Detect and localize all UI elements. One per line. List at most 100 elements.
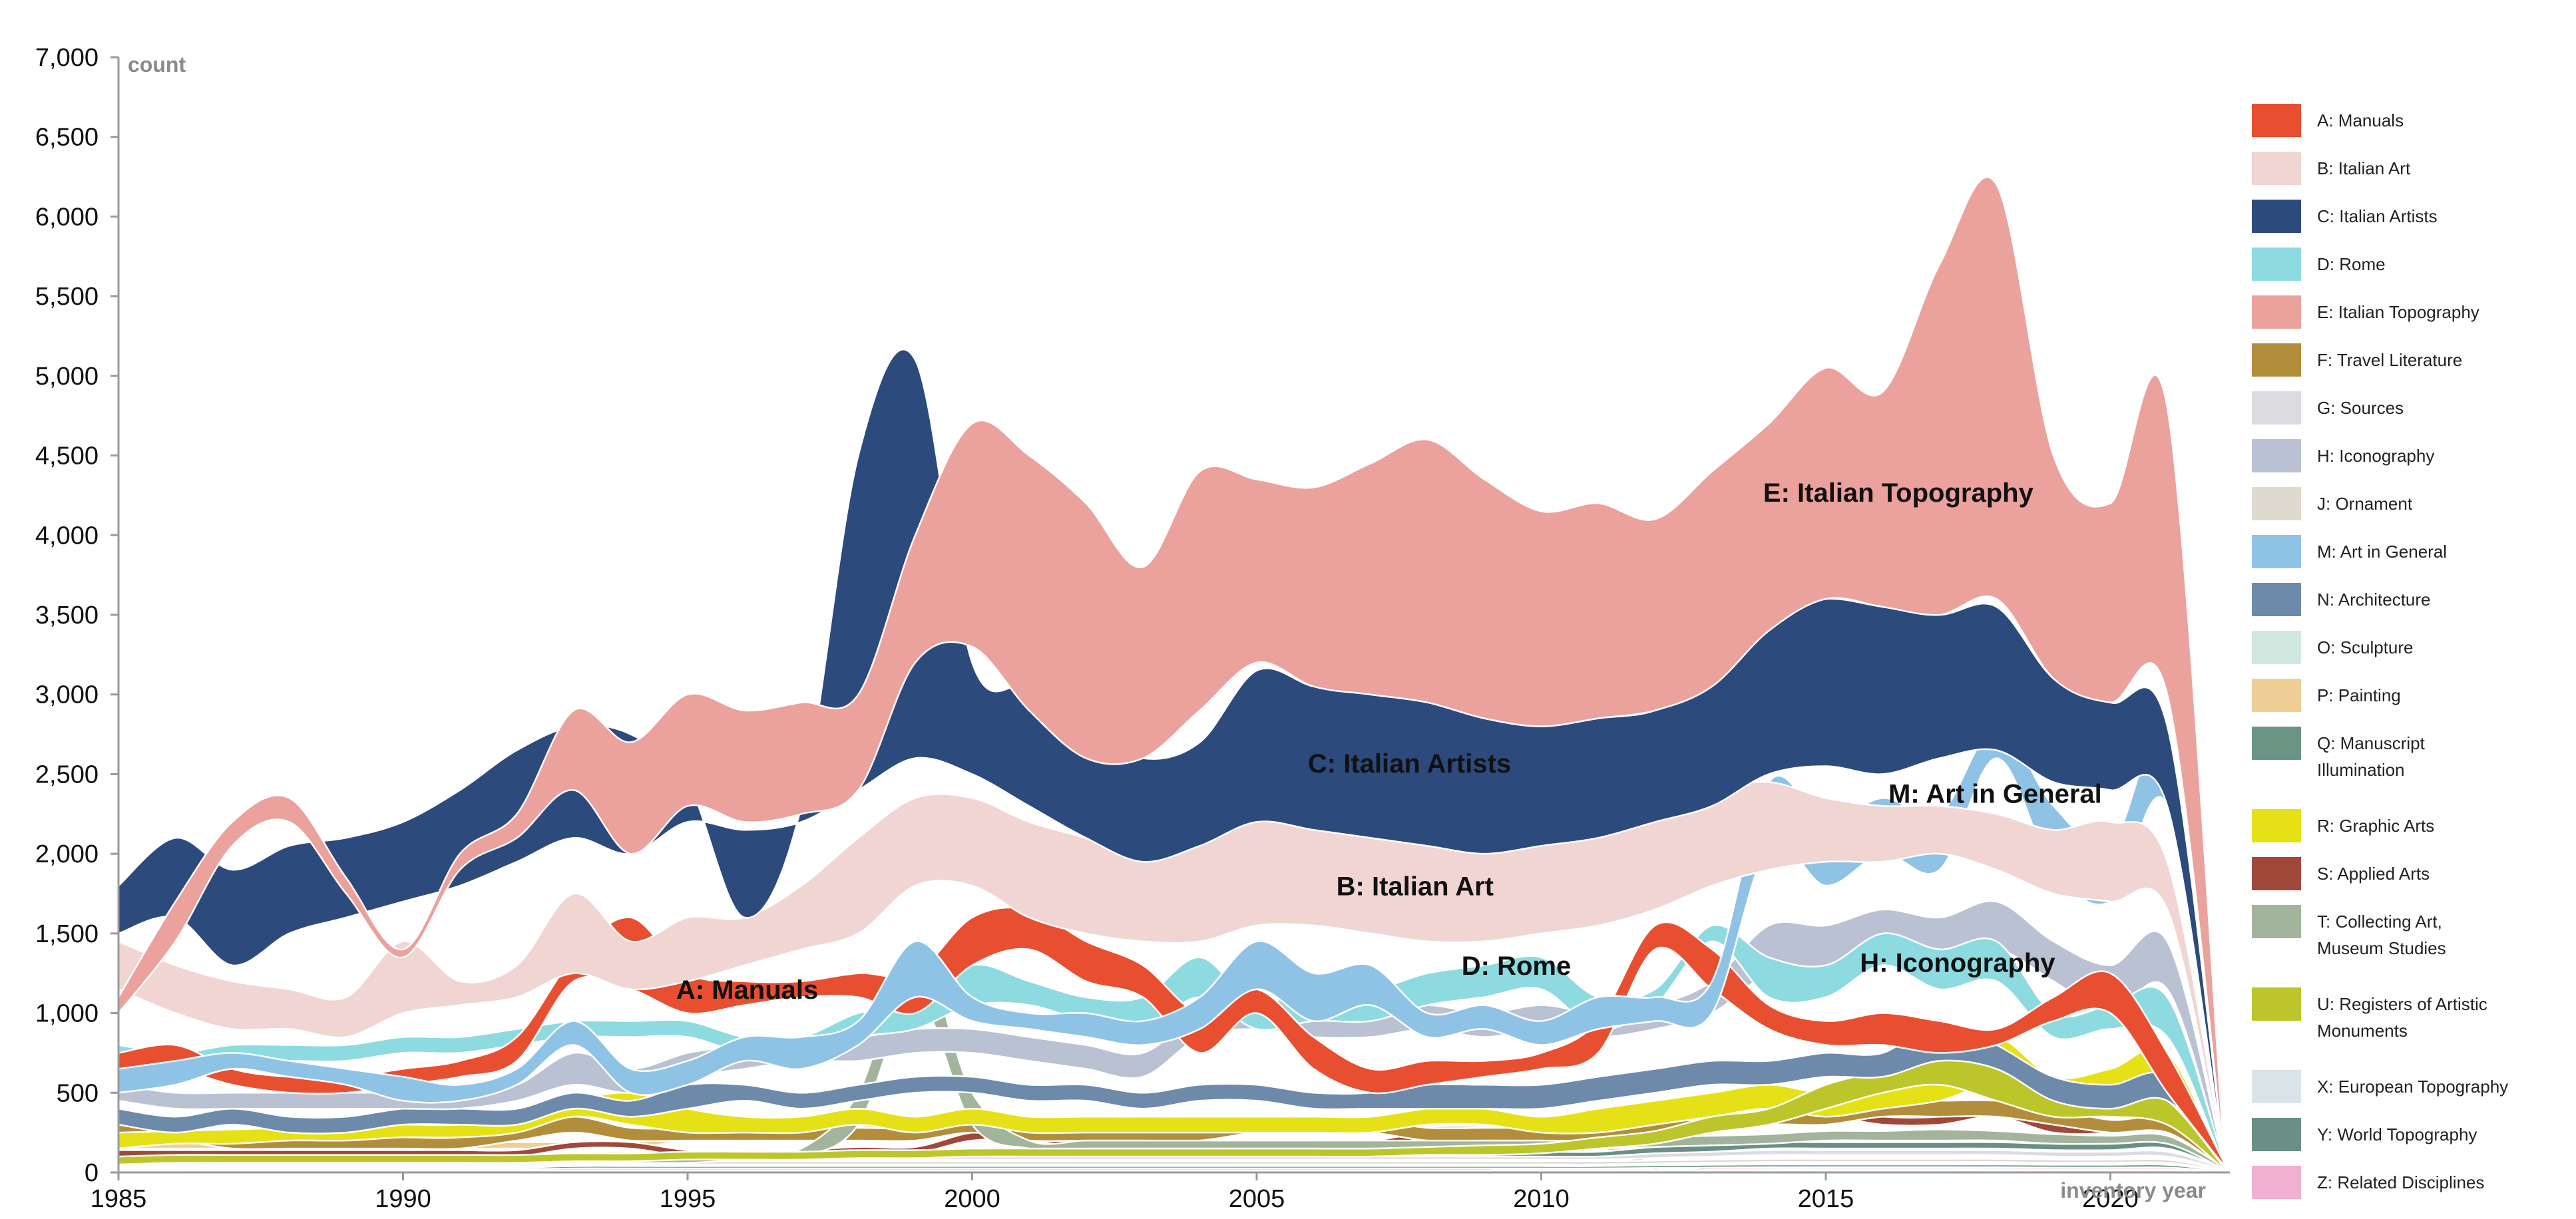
y-tick-label: 2,000 bbox=[35, 840, 99, 868]
legend-item: G: Sources bbox=[2252, 391, 2404, 425]
y-ticks: 0 500 1,000 1,500 2,000 2,500 3,000 3,500 4,000 4… bbox=[35, 44, 118, 1187]
x-tick-label: 2020 bbox=[2082, 1185, 2139, 1213]
legend-label: Y: World Topography bbox=[2317, 1125, 2477, 1144]
legend-swatch bbox=[2252, 1070, 2301, 1103]
legend-item: N: Architecture bbox=[2252, 583, 2431, 616]
legend-swatch bbox=[2252, 535, 2301, 568]
x-ticks: 1985 1990 1995 2000 2005 2010 2015 2020 bbox=[91, 1172, 2139, 1213]
y-tick-label: 2,500 bbox=[35, 761, 99, 788]
legend-swatch bbox=[2252, 679, 2301, 712]
y-tick-label: 1,000 bbox=[35, 1000, 99, 1028]
axes: 0 500 1,000 1,500 2,000 2,500 3,000 3,500 4,000 4… bbox=[35, 44, 2230, 1213]
legend-item: S: Applied Arts bbox=[2252, 857, 2430, 890]
legend-item: Y: World Topography bbox=[2252, 1118, 2477, 1151]
y-tick-label: 6,000 bbox=[35, 203, 99, 231]
legend-swatch bbox=[2252, 583, 2301, 616]
band-b-italian-art bbox=[117, 781, 2225, 1166]
legend-item: F: Travel Literature bbox=[2252, 343, 2462, 377]
y-tick-label: 3,500 bbox=[35, 602, 99, 629]
legend-label: D: Rome bbox=[2317, 254, 2386, 274]
legend-label: B: Italian Art bbox=[2317, 158, 2411, 178]
legend-item: Z: Related Disciplines bbox=[2252, 1166, 2484, 1199]
y-tick-label: 500 bbox=[57, 1079, 99, 1107]
legend-swatch bbox=[2252, 343, 2301, 377]
legend-swatch bbox=[2252, 631, 2301, 664]
series-label: H: Iconography bbox=[1860, 948, 2055, 977]
legend-item: M: Art in General bbox=[2252, 535, 2447, 568]
series-label: A: Manuals bbox=[676, 975, 818, 1005]
y-axis-title: count bbox=[128, 53, 186, 77]
legend-label: M: Art in General bbox=[2317, 542, 2447, 562]
x-tick-label: 2015 bbox=[1798, 1185, 1854, 1213]
legend-swatch bbox=[2252, 1118, 2301, 1151]
y-tick-label: 0 bbox=[85, 1159, 99, 1187]
legend-label: C: Italian Artists bbox=[2317, 206, 2438, 226]
legend-item: Q: Manuscript Illumination bbox=[2252, 727, 2426, 780]
legend-item: P: Painting bbox=[2252, 679, 2401, 712]
legend-label: O: Sculpture bbox=[2317, 637, 2414, 657]
legend-item: B: Italian Art bbox=[2252, 152, 2411, 185]
legend-label: R: Graphic Arts bbox=[2317, 816, 2434, 836]
y-tick-label: 3,000 bbox=[35, 681, 99, 709]
y-tick-label: 5,500 bbox=[35, 283, 99, 311]
x-tick-label: 2010 bbox=[1513, 1185, 1570, 1213]
series-label: M: Art in General bbox=[1888, 780, 2102, 809]
legend-label: E: Italian Topography bbox=[2317, 302, 2479, 322]
legend-label: N: Architecture bbox=[2317, 590, 2431, 610]
x-tick-label: 2000 bbox=[944, 1185, 1000, 1213]
legend-swatch bbox=[2252, 487, 2301, 520]
legend-label: A: Manuals bbox=[2317, 110, 2404, 130]
legend: A: Manuals B: Italian Art C: Italian Artis… bbox=[2252, 104, 2508, 1199]
x-tick-label: 1985 bbox=[91, 1185, 147, 1213]
legend-item: H: Iconography bbox=[2252, 439, 2434, 472]
x-tick-label: 2005 bbox=[1229, 1185, 1285, 1213]
legend-swatch bbox=[2252, 1166, 2301, 1199]
series-bands bbox=[117, 176, 2225, 1173]
legend-item: A: Manuals bbox=[2252, 104, 2404, 137]
y-tick-label: 4,000 bbox=[35, 522, 99, 550]
legend-swatch bbox=[2252, 727, 2301, 760]
legend-item: T: Collecting Art, Museum Studies bbox=[2252, 905, 2446, 958]
legend-swatch bbox=[2252, 152, 2301, 185]
legend-swatch bbox=[2252, 809, 2301, 842]
y-tick-label: 4,500 bbox=[35, 442, 99, 470]
legend-swatch bbox=[2252, 200, 2301, 233]
legend-swatch bbox=[2252, 248, 2301, 281]
legend-item: J: Ornament bbox=[2252, 487, 2413, 520]
legend-label: G: Sources bbox=[2317, 398, 2404, 418]
legend-item: E: Italian Topography bbox=[2252, 295, 2479, 329]
y-tick-label: 7,000 bbox=[35, 44, 99, 72]
series-label: B: Italian Art bbox=[1337, 872, 1494, 901]
legend-swatch bbox=[2252, 905, 2301, 938]
legend-item: X: European Topography bbox=[2252, 1070, 2508, 1103]
series-label: E: Italian Topography bbox=[1763, 478, 2034, 508]
x-axis-title: inventory year bbox=[2060, 1178, 2206, 1202]
legend-item: R: Graphic Arts bbox=[2252, 809, 2434, 842]
legend-swatch bbox=[2252, 391, 2301, 425]
legend-item: D: Rome bbox=[2252, 248, 2386, 281]
legend-item: U: Registers of Artistic Monuments bbox=[2252, 987, 2487, 1041]
legend-label: P: Painting bbox=[2317, 685, 2401, 705]
legend-label: J: Ornament bbox=[2317, 494, 2413, 514]
legend-label: Q: Manuscript Illumination bbox=[2317, 733, 2426, 780]
series-labels: E: Italian Topography C: Italian Artists B… bbox=[676, 478, 2102, 1005]
legend-label: X: European Topography bbox=[2317, 1077, 2508, 1097]
y-tick-label: 6,500 bbox=[35, 124, 99, 152]
legend-item: O: Sculpture bbox=[2252, 631, 2414, 664]
legend-swatch bbox=[2252, 439, 2301, 472]
x-tick-label: 1995 bbox=[660, 1185, 716, 1213]
band-e-italian-topography bbox=[117, 176, 2225, 1160]
series-label: D: Rome bbox=[1462, 952, 1571, 981]
legend-item: C: Italian Artists bbox=[2252, 200, 2438, 233]
legend-label: U: Registers of Artistic Monuments bbox=[2317, 994, 2487, 1041]
legend-label: Z: Related Disciplines bbox=[2317, 1172, 2484, 1192]
x-tick-label: 1990 bbox=[375, 1185, 431, 1213]
y-tick-label: 5,000 bbox=[35, 363, 99, 391]
y-tick-label: 1,500 bbox=[35, 920, 99, 948]
legend-swatch bbox=[2252, 295, 2301, 329]
legend-label: S: Applied Arts bbox=[2317, 864, 2430, 884]
legend-label: F: Travel Literature bbox=[2317, 350, 2462, 370]
legend-label: T: Collecting Art, Museum Studies bbox=[2317, 912, 2446, 958]
legend-label: H: Iconography bbox=[2317, 446, 2434, 466]
